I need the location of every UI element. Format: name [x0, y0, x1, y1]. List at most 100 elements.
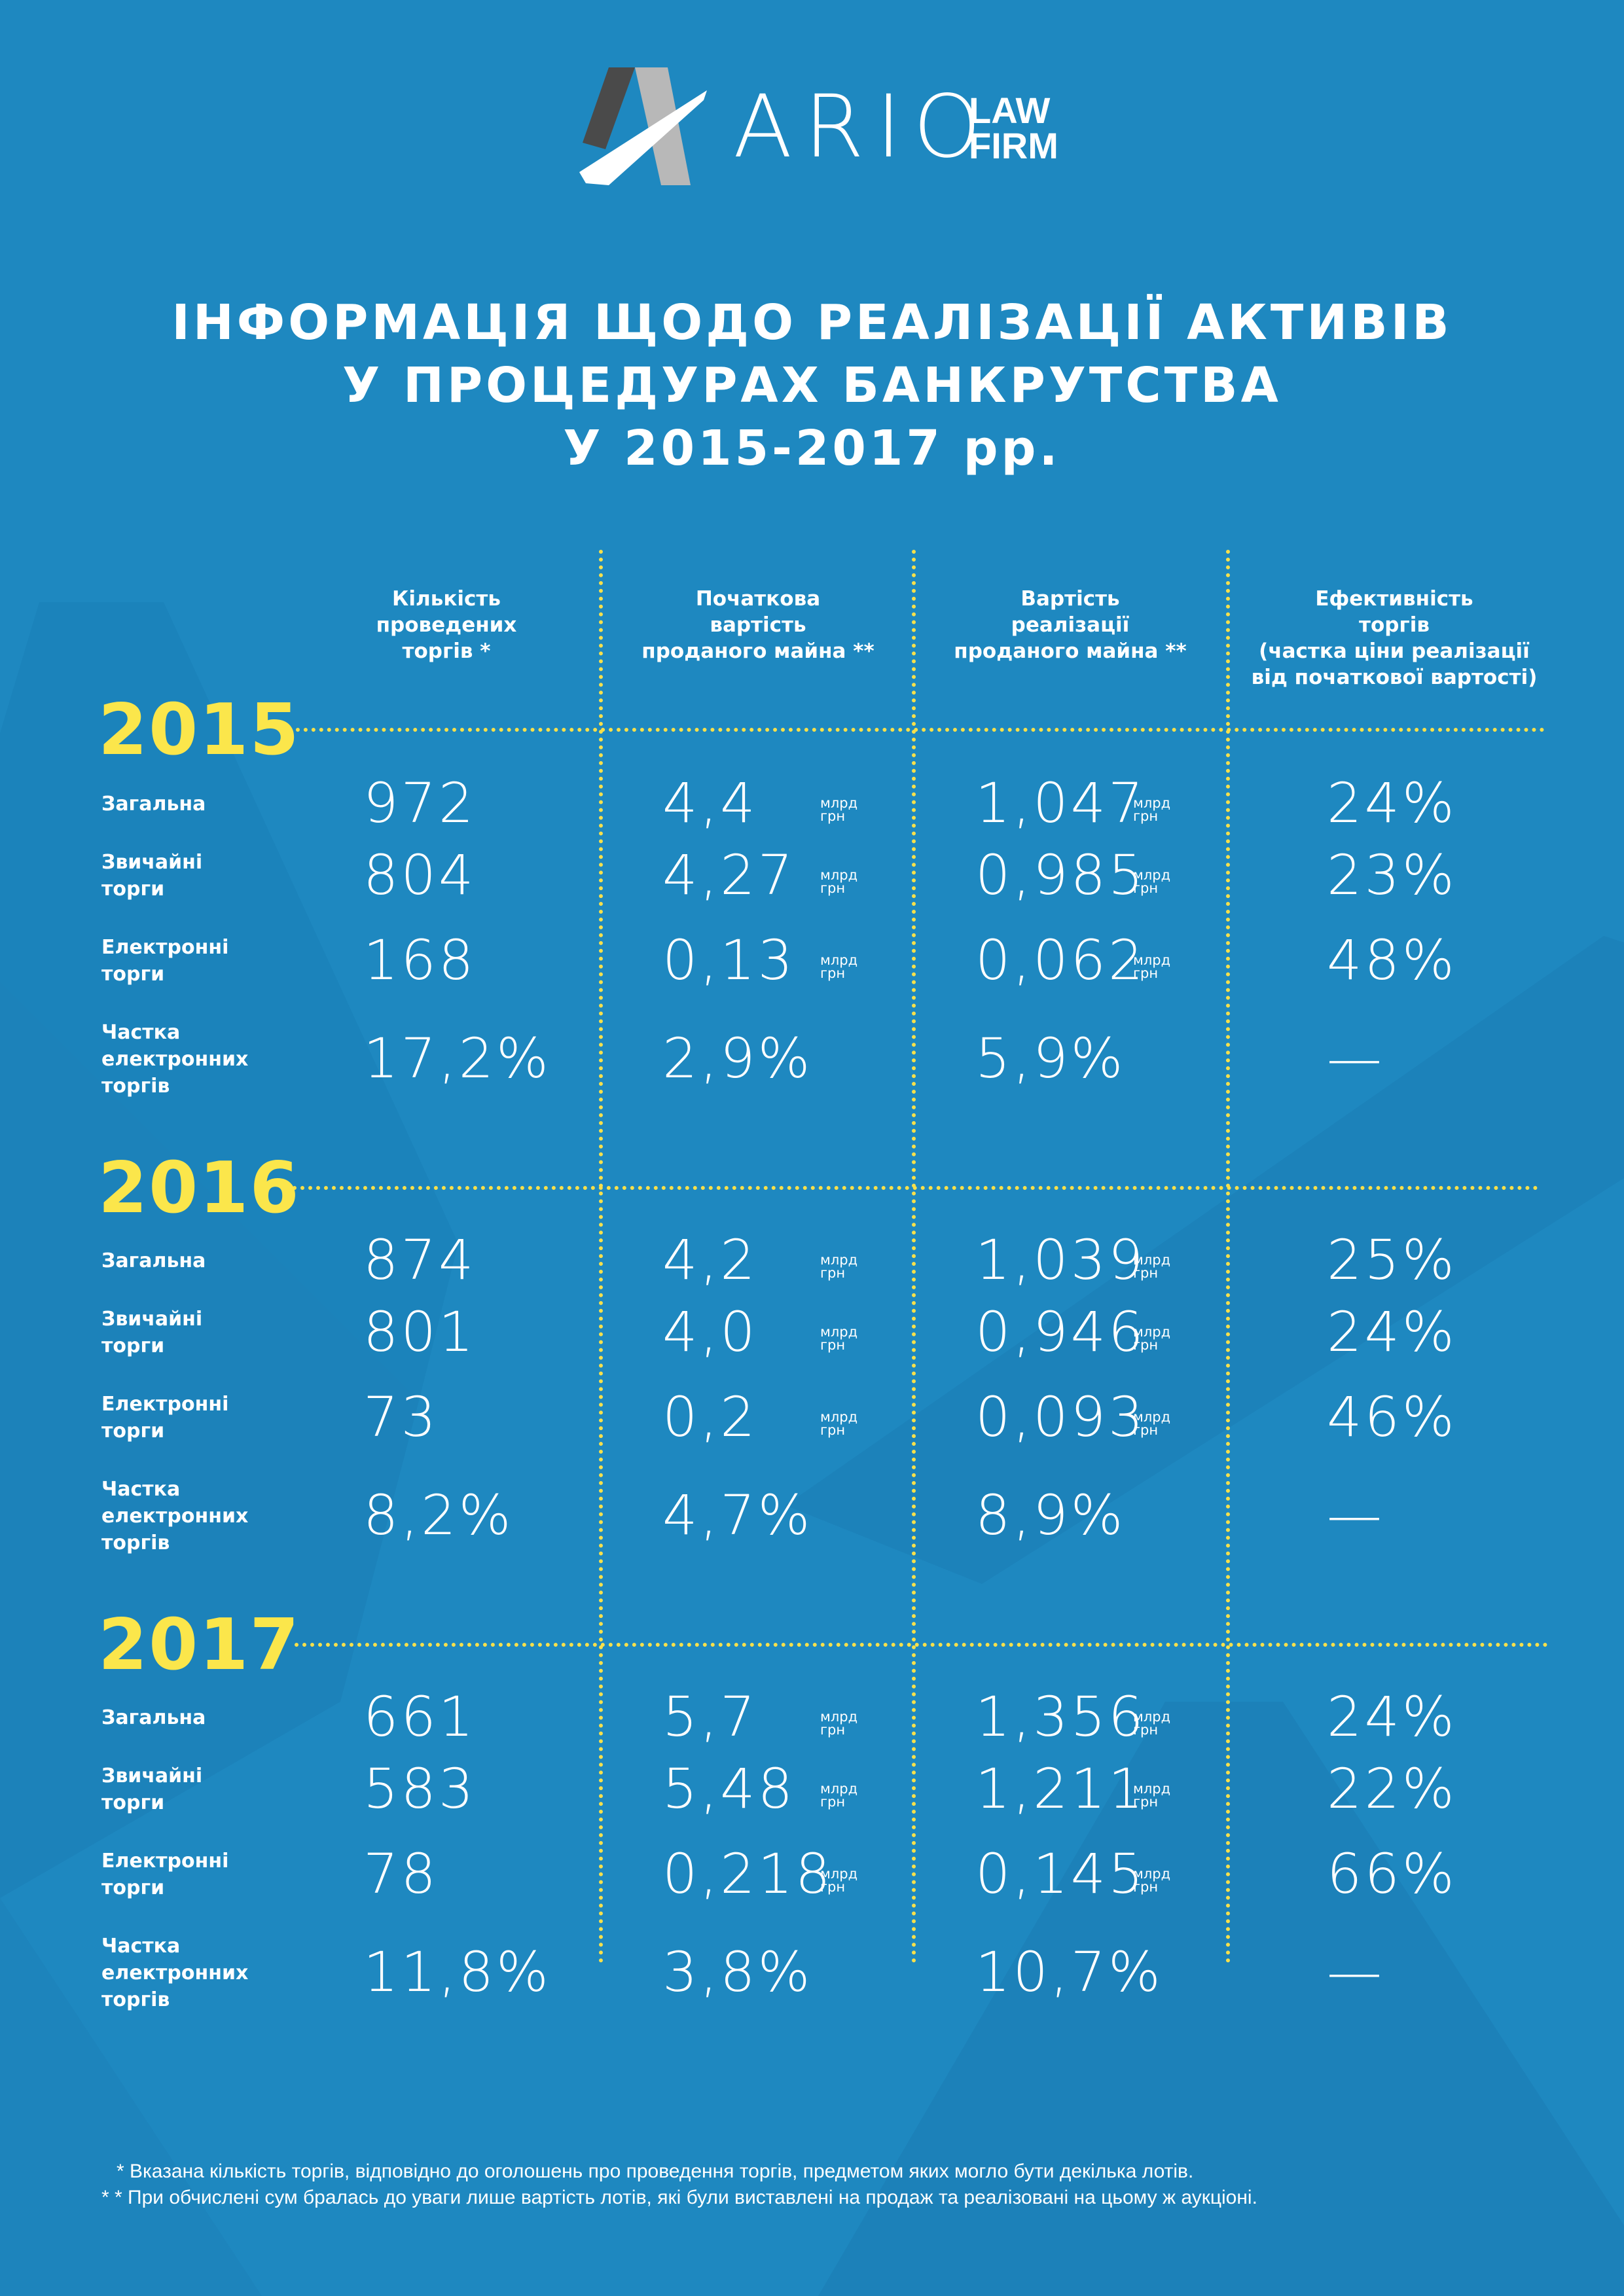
column-header-line: Кількість: [392, 587, 501, 611]
column-header-efficiency: Ефективність торгів (частка ціни реаліза…: [1250, 586, 1538, 691]
column-header-line: реалізації: [1011, 613, 1130, 637]
column-divider-1: [599, 550, 603, 1964]
unit-label: млрд грн: [820, 797, 857, 823]
value-2016-total-efficiency: 25%: [1327, 1228, 1457, 1292]
unit-line: грн: [1133, 1722, 1159, 1738]
unit-line: млрд: [820, 1709, 858, 1725]
title-line-1: ІНФОРМАЦІЯ ЩОДО РЕАЛІЗАЦІЇ АКТИВІВ: [171, 295, 1453, 351]
value-2016-regular-count: 801: [363, 1300, 477, 1364]
value-2015-regular-efficiency: 23%: [1327, 843, 1457, 907]
row-label-total: Загальна: [101, 1249, 206, 1272]
value-2016-total-initial: 4,2: [662, 1228, 758, 1292]
unit-label: млрд грн: [1133, 797, 1170, 823]
logo-name: ARIO: [733, 77, 993, 177]
value-2015-regular-count: 804: [363, 843, 477, 907]
footnote-2: * * При обчислені сум бралась до уваги л…: [101, 2187, 1257, 2208]
row-label-line: торги: [101, 1335, 165, 1357]
row-label-line: Електронні: [101, 1393, 229, 1416]
value-2017-regular-efficiency: 22%: [1327, 1757, 1457, 1821]
row-label-line: торгів: [101, 1075, 170, 1098]
row-label-line: торгів: [101, 1988, 170, 2011]
value-2015-regular-initial: 4,27: [662, 843, 796, 907]
column-header-line: проданого майна **: [641, 639, 875, 663]
unit-line: грн: [1133, 1337, 1159, 1353]
column-header-line: торгів: [1359, 613, 1430, 637]
row-label-line: Електронні: [101, 936, 229, 959]
unit-line: млрд: [1133, 1324, 1171, 1340]
column-header-count: Кількість проведених торгів *: [316, 586, 577, 664]
unit-line: грн: [1133, 1794, 1159, 1810]
value-2017-electronic-realized: 0,145: [975, 1842, 1146, 1906]
column-header-initial-value: Початкова вартість проданого майна **: [627, 586, 889, 664]
value-2016-total-count: 874: [363, 1228, 477, 1292]
row-label-line: Звичайні: [101, 851, 203, 874]
year-label-2015: 2015: [98, 689, 300, 771]
row-label-line: електронних: [101, 1962, 249, 1984]
value-2015-total-efficiency: 24%: [1327, 771, 1457, 835]
row-label-line: торгів: [101, 1532, 170, 1554]
unit-line: грн: [1133, 808, 1159, 824]
unit-line: грн: [820, 880, 846, 896]
row-label-total: Загальна: [101, 1706, 206, 1729]
unit-line: млрд: [1133, 952, 1171, 968]
column-header-line: вартість: [710, 613, 806, 637]
value-2016-electronic-realized: 0,093: [975, 1385, 1146, 1449]
logo-subtitle-line1: LAW: [969, 90, 1051, 131]
value-2015-regular-realized: 0,985: [975, 843, 1146, 907]
unit-line: млрд: [1133, 1866, 1171, 1882]
row-label-line: торги: [101, 878, 165, 901]
column-header-line: (частка ціни реалізації: [1259, 639, 1530, 663]
unit-line: млрд: [820, 952, 858, 968]
unit-line: млрд: [820, 1324, 858, 1340]
footnote-1: * Вказана кількість торгів, відповідно д…: [117, 2161, 1194, 2182]
title-line-3: У 2015-2017 рр.: [563, 420, 1061, 476]
unit-line: грн: [820, 1422, 846, 1438]
value-2017-total-efficiency: 24%: [1327, 1685, 1457, 1749]
value-2017-share-count: 11,8%: [363, 1940, 551, 2004]
column-divider-3: [1226, 550, 1230, 1964]
unit-line: млрд: [1133, 1252, 1171, 1268]
value-2017-share-realized: 10,7%: [975, 1940, 1163, 2004]
value-2016-share-count: 8,2%: [363, 1483, 514, 1547]
row-label-electronic: Електронні торги: [101, 1848, 298, 1901]
value-2015-electronic-count: 168: [363, 928, 477, 992]
unit-line: млрд: [820, 1781, 858, 1797]
unit-line: млрд: [820, 867, 858, 883]
value-2015-share-initial: 2,9%: [662, 1026, 813, 1090]
value-2015-electronic-efficiency: 48%: [1327, 928, 1457, 992]
unit-label: млрд грн: [1133, 1325, 1170, 1352]
value-2015-share-count: 17,2%: [363, 1026, 551, 1090]
year-label-2017: 2017: [98, 1604, 300, 1686]
value-2016-total-realized: 1,039: [975, 1228, 1146, 1292]
column-header-line: торгів *: [402, 639, 491, 663]
unit-line: грн: [1133, 1265, 1159, 1281]
value-2016-electronic-initial: 0,2: [662, 1385, 758, 1449]
row-label-line: електронних: [101, 1505, 249, 1528]
year-label-2016: 2016: [98, 1147, 300, 1229]
column-header-realized-value: Вартість реалізації проданого майна **: [939, 586, 1201, 664]
column-divider-2: [912, 550, 916, 1964]
unit-line: грн: [820, 1337, 846, 1353]
unit-label: млрд грн: [820, 869, 857, 895]
value-2016-electronic-efficiency: 46%: [1327, 1385, 1457, 1449]
unit-label: млрд грн: [820, 1410, 857, 1437]
unit-line: грн: [820, 1794, 846, 1810]
unit-label: млрд грн: [820, 954, 857, 980]
page-title: ІНФОРМАЦІЯ ЩОДО РЕАЛІЗАЦІЇ АКТИВІВ У ПРО…: [0, 291, 1624, 480]
value-2017-regular-realized: 1,211: [975, 1757, 1146, 1821]
unit-line: млрд: [820, 1866, 858, 1882]
value-2015-share-efficiency: —: [1327, 1026, 1384, 1090]
unit-label: млрд грн: [820, 1866, 858, 1894]
value-2015-total-initial: 4,4: [662, 771, 758, 835]
value-2017-electronic-efficiency: 66%: [1327, 1842, 1457, 1906]
row-label-share: Частка електронних торгів: [101, 1019, 298, 1100]
value-2017-electronic-count: 78: [363, 1842, 439, 1906]
unit-line: млрд: [1133, 867, 1171, 883]
value-2015-total-count: 972: [363, 771, 477, 835]
unit-line: млрд: [1133, 1709, 1171, 1725]
unit-line: грн: [820, 965, 846, 981]
row-label-line: Частка: [101, 1935, 181, 1958]
value-2017-share-initial: 3,8%: [662, 1940, 813, 2004]
value-2016-regular-efficiency: 24%: [1327, 1300, 1457, 1364]
row-label-line: торги: [101, 1420, 165, 1443]
